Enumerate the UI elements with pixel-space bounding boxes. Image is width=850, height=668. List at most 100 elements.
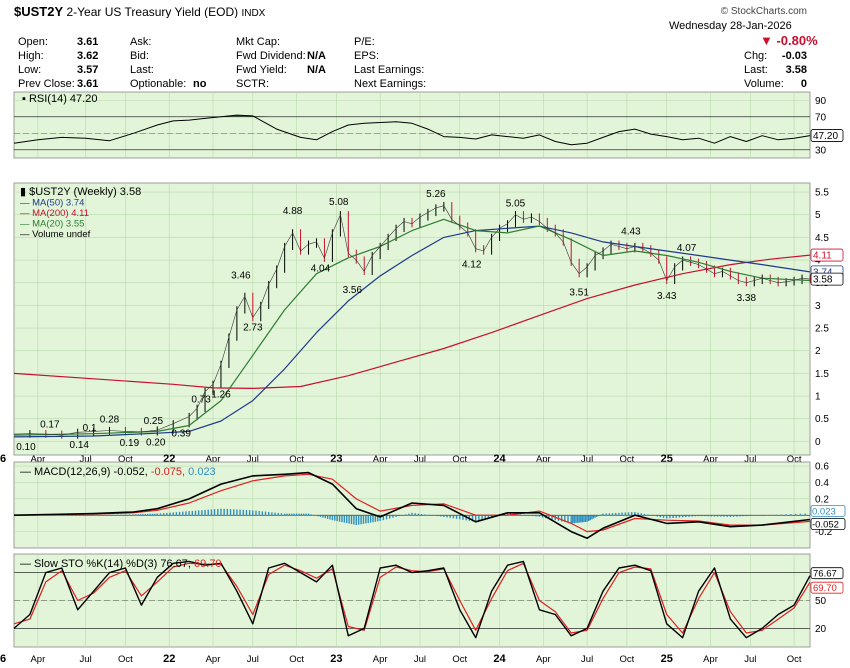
sto-legend: — Slow STO %K(14) %D(3) 76.67, 69.70 [20,558,222,570]
price-x-label: Apr [206,454,221,465]
sto-d-line [13,562,811,634]
price-annotation: 3.46 [231,271,251,282]
price-annotation: 2.73 [243,323,263,334]
price-legend-item: — MA(200) 4.11 [20,208,89,219]
sto-right-label-text: 76.67 [813,569,837,580]
sto-y-tick: 20 [815,624,827,635]
price-annotation: 0.73 [191,394,211,405]
sto-x-label: Jul [414,654,426,665]
price-annotation: 4.12 [462,260,482,271]
price-y-tick: 3 [815,301,821,312]
price-annotation: 0.20 [146,437,166,448]
sto-right-label: 69.70 [810,581,844,594]
quote-left-label: High: [18,50,44,62]
quote-left-label: Low: [18,64,41,76]
price-y-tick: 5.5 [815,188,829,199]
instrument-name: 2-Year US Treasury Yield (EOD) [66,5,239,19]
price-annotation: 0.1 [83,423,97,434]
price-annotation: 0.10 [16,442,36,453]
price-right-label-box [810,272,844,286]
price-annotation: 4.04 [311,263,331,274]
sto-x-label: Jul [744,654,756,665]
price-y-tick: 4.5 [815,233,829,244]
sto-right-label-box [810,567,844,580]
quote-mid2-value: N/A [307,50,326,62]
macd-line [13,471,811,540]
price-x-label: Oct [289,454,304,465]
price-right-label: 3.58 [810,272,844,286]
quote-mid2-label: Mkt Cap: [236,36,280,48]
quote-header [13,18,809,92]
sto-x-label: Jul [581,654,593,665]
price-legend-item: — MA(20) 3.55 [20,219,84,230]
price-x-label: Oct [787,454,802,465]
quote-right-value: -0.03 [782,50,807,62]
price-y-tick: 2.5 [815,324,829,335]
quote-right-label: Last: [744,64,768,76]
quote-mid1-label: Ask: [130,36,151,48]
quote-mid3-label: EPS: [354,50,379,62]
sto-x-label: 24 [493,653,506,665]
sto-x-label: Jul [247,654,259,665]
macd-legend-part: -0.075, [148,466,185,478]
price-x-label: Apr [373,454,388,465]
quote-mid3-label: Last Earnings: [354,64,424,76]
quote-left-value: 3.62 [77,50,98,62]
rsi-y-tick: 70 [815,112,827,123]
price-line [13,205,811,436]
price-annotation: 0.14 [70,440,90,451]
price-legend-item: ▮ $UST2Y (Weekly) 3.58 [20,186,141,198]
macd-right-label-box [810,518,846,530]
chart-title: $UST2Y 2-Year US Treasury Yield (EOD) IN… [14,4,265,19]
sto-y-tick: 50 [815,596,827,607]
price-x-label: Apr [30,454,45,465]
price-annotation: 0.25 [144,416,164,427]
sto-x-label: 26 [0,653,6,665]
price-annotation: 1.26 [211,389,231,400]
ma200-line [13,254,811,389]
price-annotation: 5.05 [506,198,526,209]
price-right-label-text: 4.11 [813,251,832,262]
sto-x-label: Oct [787,654,802,665]
quote-right-value: 0 [801,78,807,90]
price-y-tick: 0 [815,437,821,448]
price-legend-item: — MA(50) 3.74 [20,198,84,209]
price-annotation: 3.51 [569,287,589,298]
sto-x-label: Oct [452,654,467,665]
rsi-right-label-box [810,129,844,142]
sto-k-line [13,560,811,639]
rsi-y-tick: 30 [815,145,827,156]
price-x-label: Oct [118,454,133,465]
macd-legend: — MACD(12,26,9) -0.052, -0.075, 0.023 [20,466,216,478]
quote-mid3-label: Next Earnings: [354,78,426,90]
symbol: $UST2Y [14,4,64,19]
sto-x-label: Oct [118,654,133,665]
quote-right-value: 3.58 [786,64,807,76]
price-annotation: 3.38 [737,293,757,304]
sto-x-label: Apr [373,654,388,665]
price-right-label-text: 3.58 [813,275,833,286]
sto-legend-part: — Slow STO %K(14) %D(3) 76.67, [20,558,191,570]
quote-mid3-label: P/E: [354,36,375,48]
rsi-panel [13,91,811,159]
price-x-label: Oct [452,454,467,465]
rsi-legend: ▪ RSI(14) 47.20 [22,93,97,105]
price-y-tick: 5 [815,210,821,221]
price-x-label: Oct [620,454,635,465]
sto-x-label: 22 [163,653,175,665]
quote-left-label: Open: [18,36,48,48]
sto-x-label: 25 [661,653,673,665]
macd-signal-line [13,473,811,533]
rsi-right-label-text: 47.20 [813,131,838,142]
price-y-tick: 1.5 [815,369,829,380]
rsi-line [13,114,811,146]
price-annotation: 4.88 [283,206,303,217]
rsi-y-tick: 90 [815,96,827,107]
ma50-line [13,225,811,438]
sto-right-label-text: 69.70 [813,583,837,594]
price-annotation: 0.28 [100,415,120,426]
price-annotation: 5.26 [426,189,446,200]
quote-mid1-label: Last: [130,64,154,76]
price-annotation: 5.08 [329,197,349,208]
